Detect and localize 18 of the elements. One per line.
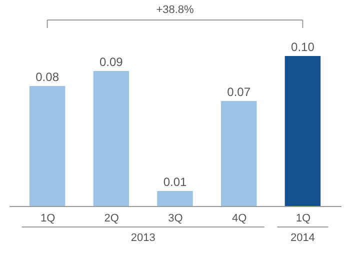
bar (157, 191, 193, 206)
x-tick-label: 2Q (104, 212, 120, 224)
x-tick-label: 1Q (40, 212, 56, 224)
bar (29, 86, 66, 206)
data-label: 0.09 (99, 55, 124, 69)
bar (284, 56, 321, 206)
data-label: 0.08 (36, 70, 60, 84)
data-label: 0.01 (163, 175, 187, 189)
text: 2013 (130, 232, 156, 244)
x-tick-label: 3Q (168, 212, 184, 224)
x-tick-label: 4Q (232, 212, 248, 224)
text: +38.8% (156, 4, 194, 16)
bar (220, 101, 257, 206)
bar (93, 71, 130, 206)
data-label: 0.07 (227, 85, 251, 99)
data-label: 0.10 (291, 40, 315, 54)
x-tick-label: 1Q (296, 212, 311, 224)
text: 2014 (290, 232, 315, 244)
